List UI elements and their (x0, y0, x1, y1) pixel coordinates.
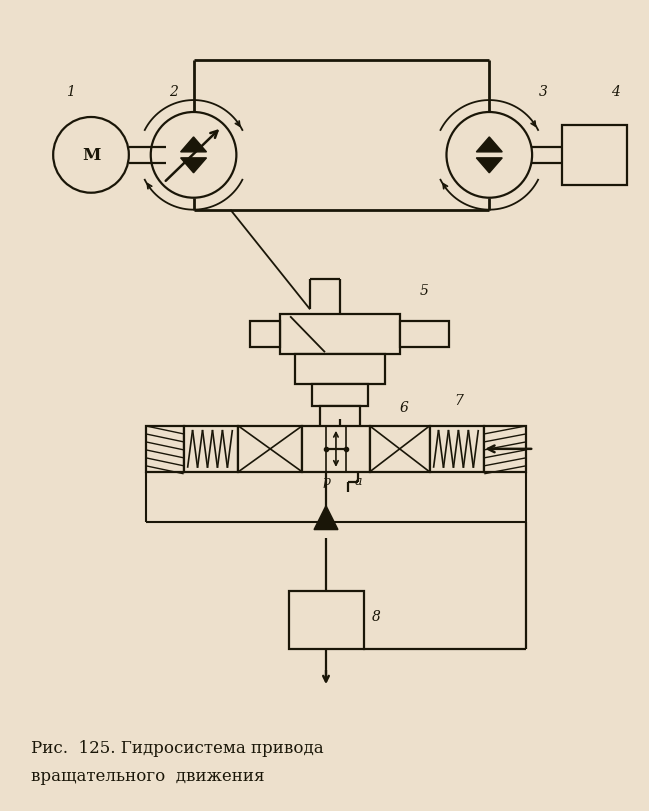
Text: Рис.  125. Гидросистема привода: Рис. 125. Гидросистема привода (31, 740, 324, 757)
Bar (280, 315, 400, 354)
Text: M: M (82, 147, 100, 164)
Text: вращательного  движения: вращательного движения (31, 767, 265, 784)
Circle shape (447, 113, 532, 199)
Text: p: p (322, 474, 330, 487)
Text: 8: 8 (372, 610, 381, 624)
Circle shape (53, 118, 129, 194)
Bar (295, 354, 385, 384)
Polygon shape (476, 159, 502, 174)
Text: 4: 4 (611, 85, 620, 99)
Text: 2: 2 (169, 85, 178, 99)
Text: a: a (354, 474, 361, 487)
Text: 3: 3 (539, 85, 548, 99)
Bar (146, 427, 184, 472)
Circle shape (151, 113, 236, 199)
Text: 7: 7 (454, 393, 463, 407)
Polygon shape (180, 138, 206, 152)
Bar (400, 322, 450, 348)
Bar (302, 427, 370, 472)
Bar (238, 427, 302, 472)
Bar (562, 126, 627, 186)
Text: 5: 5 (420, 284, 428, 298)
Bar (370, 427, 430, 472)
Bar (289, 592, 364, 650)
Text: 6: 6 (400, 401, 409, 414)
Bar (251, 322, 280, 348)
Bar (430, 427, 484, 472)
Polygon shape (476, 138, 502, 152)
Polygon shape (180, 159, 206, 174)
Bar (320, 406, 360, 436)
Polygon shape (314, 506, 338, 530)
Bar (184, 427, 238, 472)
Text: 1: 1 (66, 85, 75, 99)
Bar (312, 384, 368, 406)
Bar (484, 427, 526, 472)
